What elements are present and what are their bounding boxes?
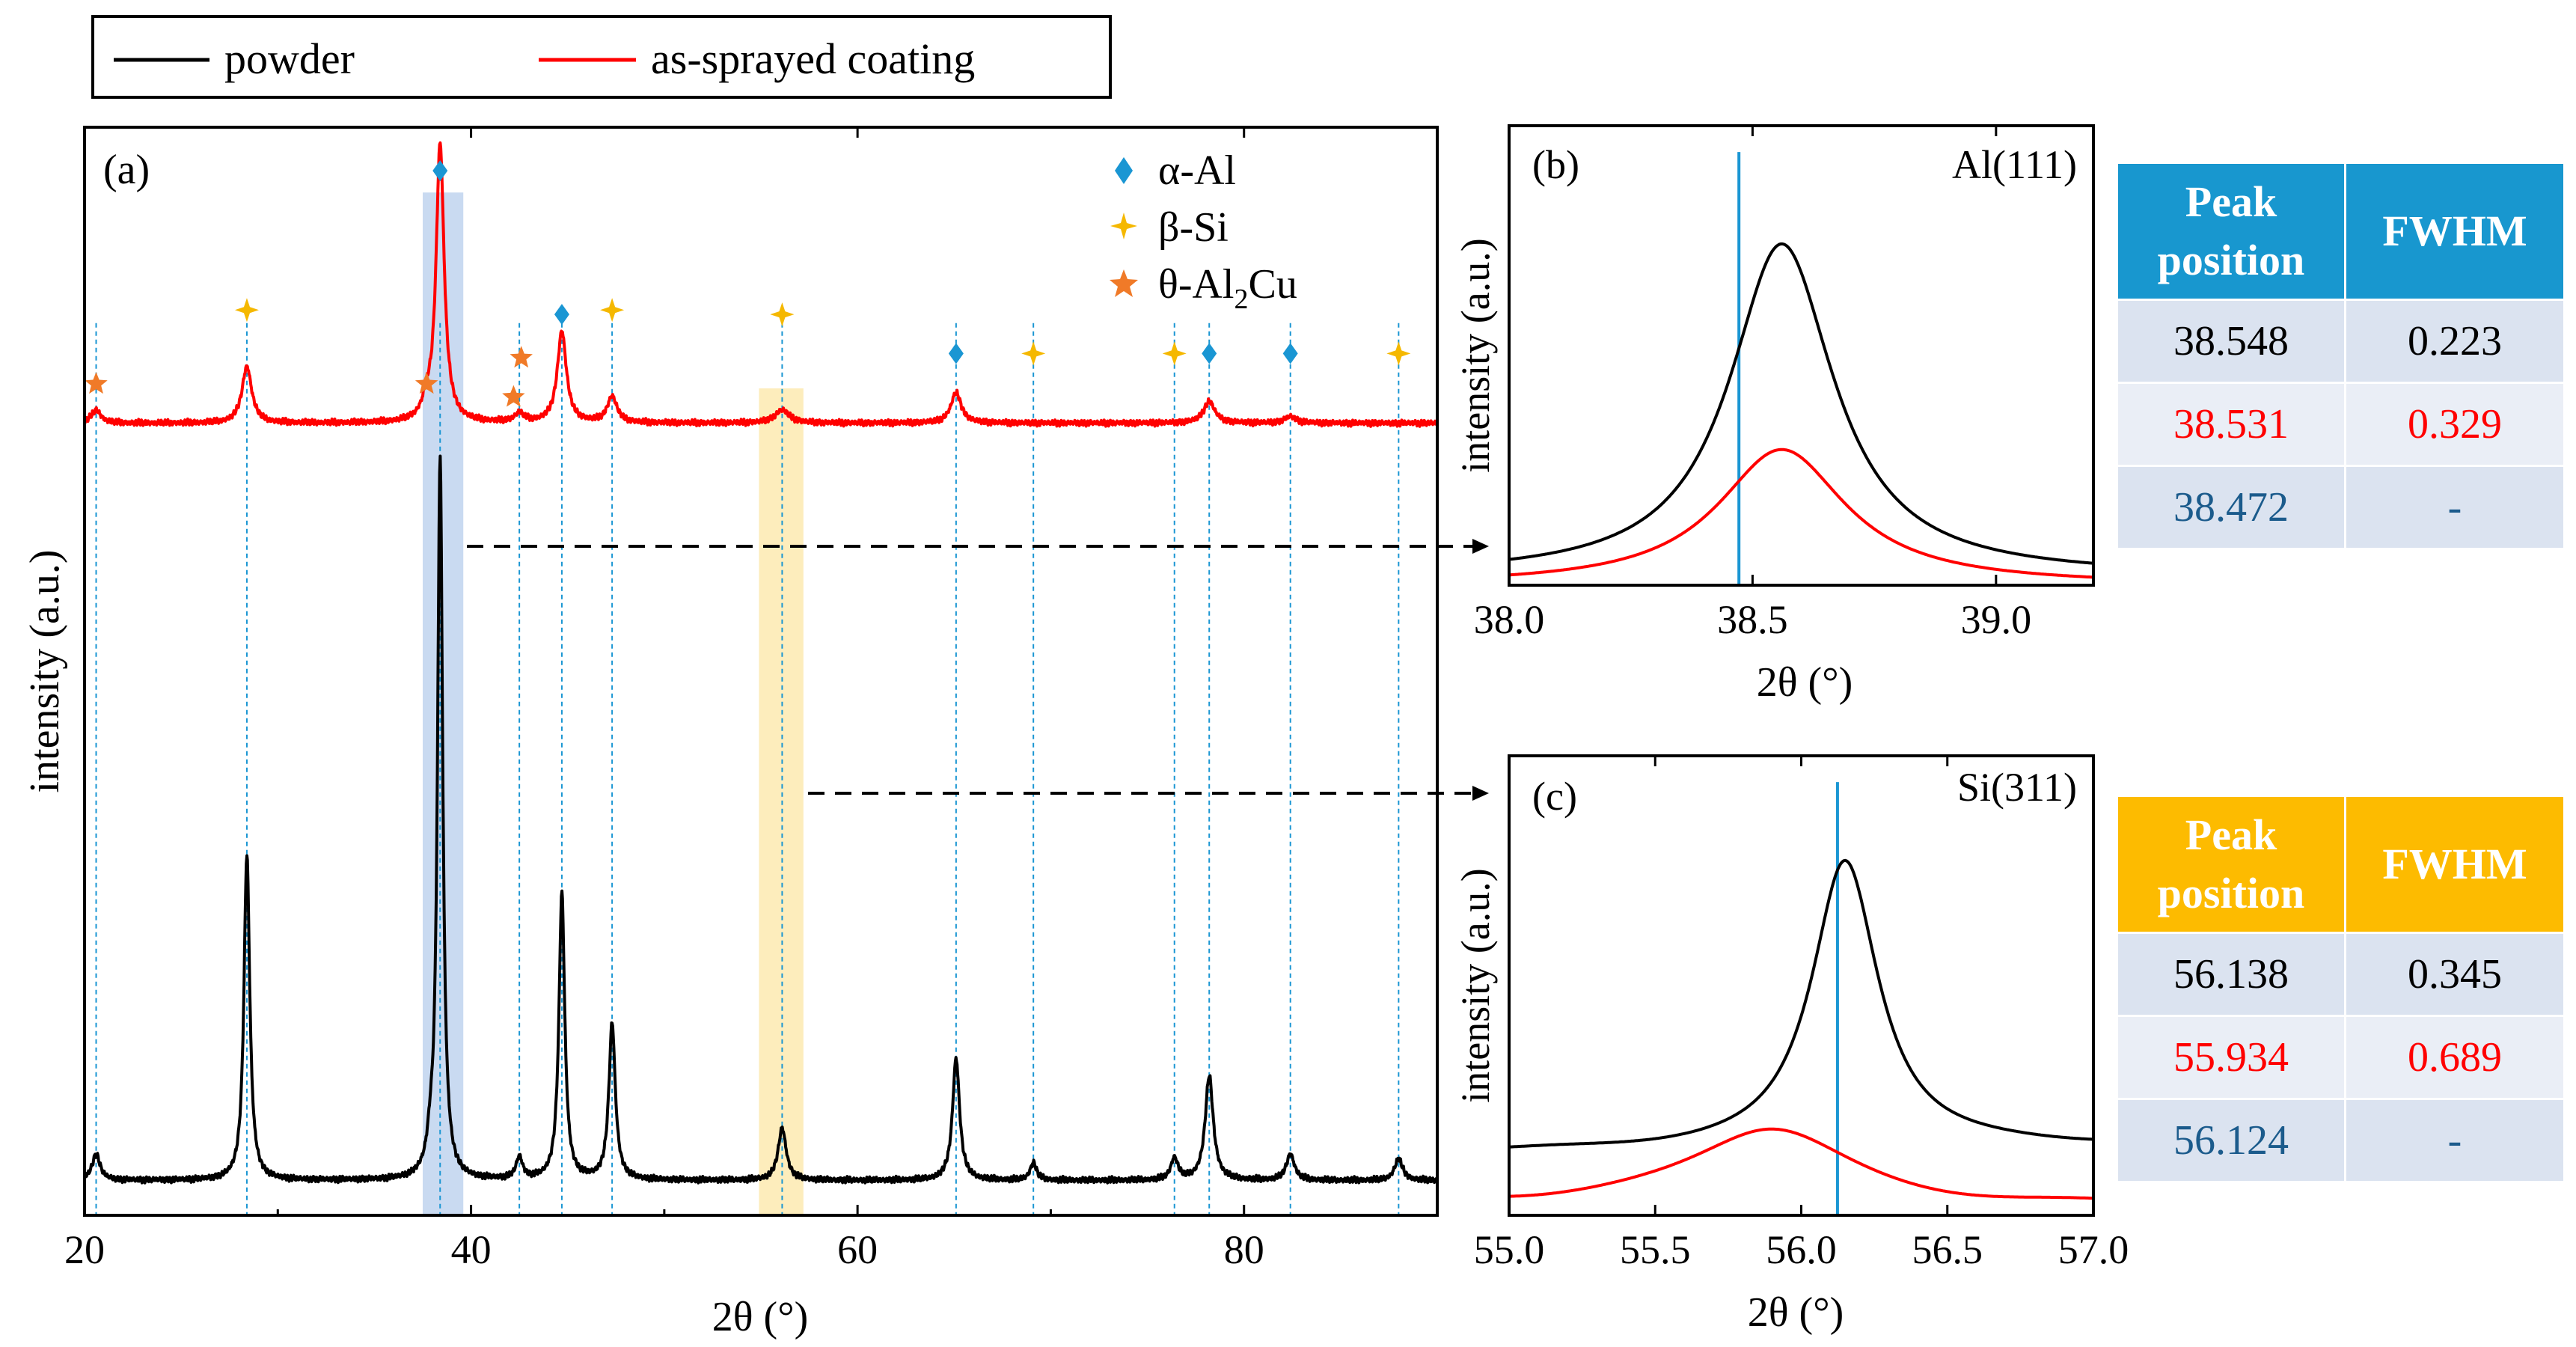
table-al111-header-peak: Peak position [2116, 162, 2346, 301]
panel-c-label: (c) [1532, 774, 1577, 819]
phase-marker-2 [948, 343, 964, 364]
phase-legend-label-si: β-Si [1158, 204, 1229, 251]
series-legend-frame [91, 15, 1112, 99]
panel-a: 20 40 60 80 (a) 2θ (°) intensity (a.u.) α-A… [22, 126, 1489, 1340]
panel-c-x-tick-label-4: 57.0 [2058, 1227, 2129, 1272]
phase-legend-al2cu-prefix: θ-Al [1158, 261, 1234, 308]
panel-a-frame [83, 126, 1439, 1217]
arrow-head-b [1472, 539, 1489, 554]
phase-marker-13 [502, 385, 525, 407]
phase-marker-6 [600, 298, 625, 323]
table-al111-cell-fwhm-reference: - [2344, 465, 2566, 550]
panel-b-x-tick-label-0: 38.0 [1474, 597, 1545, 642]
panel-b-y-axis-label: intensity (a.u.) [1453, 238, 1498, 472]
phase-marker-0 [432, 160, 448, 182]
table-al111: Peak position FWHM 38.548 0.223 38.531 0.… [2116, 162, 2566, 550]
table-si311-header-peak-line1: Peak [2185, 810, 2277, 859]
panel-a-x-tick-label-3: 80 [1224, 1227, 1264, 1272]
table-al111-cell-peak-coating: 38.531 [2116, 382, 2346, 467]
panel-c-series-powder-line [1509, 858, 2093, 1149]
panel-a-y-axis-label: intensity (a.u.) [22, 549, 68, 792]
phase-marker-1 [554, 304, 569, 326]
panel-b-x-tick-label-1: 38.5 [1717, 597, 1788, 642]
panel-b: 38.0 38.5 39.0 (b) Al(111) 2θ (°) intensit… [1453, 124, 2095, 706]
panel-c-peak-label: Si(311) [1957, 765, 2077, 810]
highlight-band-1 [759, 388, 804, 1215]
phase-legend-label-al2cu: θ-Al2Cu [1158, 261, 1297, 315]
panel-b-series-powder-line [1509, 242, 2093, 565]
phase-marker-11 [85, 372, 108, 394]
arrow-head-c [1472, 786, 1489, 801]
table-row: 38.472 - [2116, 465, 2566, 550]
panel-b-series-coating-line [1509, 448, 2093, 579]
series-powder-line [85, 454, 1437, 1185]
panel-c-x-tick-label-2: 56.0 [1766, 1227, 1837, 1272]
table-row: 55.934 0.689 [2116, 1015, 2566, 1100]
panel-c: 55.0 55.5 56.0 56.5 57.0 (c) Si(311) 2θ (°) … [1453, 754, 2129, 1336]
table-si311-header: Peak position FWHM [2116, 795, 2566, 934]
phase-legend-icon-al2cu [1110, 269, 1138, 297]
table-al111-cell-peak-powder: 38.548 [2116, 299, 2346, 384]
table-row: 38.531 0.329 [2116, 382, 2566, 467]
phase-marker-9 [1162, 341, 1187, 366]
table-si311: Peak position FWHM 56.138 0.345 55.934 0.… [2116, 795, 2566, 1183]
table-al111-header-peak-line2: position [2157, 236, 2305, 284]
panel-b-peak-label: Al(111) [1952, 142, 2077, 187]
table-si311-cell-fwhm-coating: 0.689 [2344, 1015, 2566, 1100]
table-al111-cell-fwhm-coating: 0.329 [2344, 382, 2566, 467]
phase-legend-icon-al [1115, 157, 1133, 184]
phase-marker-10 [1386, 341, 1411, 366]
phase-marker-5 [234, 298, 259, 323]
panel-c-frame [1508, 754, 2095, 1217]
panel-a-x-tick-label-0: 20 [64, 1227, 105, 1272]
table-si311-cell-peak-reference: 56.124 [2116, 1098, 2346, 1183]
table-row: 56.138 0.345 [2116, 932, 2566, 1017]
phase-marker-8 [1021, 341, 1046, 366]
phase-marker-7 [770, 302, 795, 327]
series-coating-line [85, 141, 1437, 428]
table-si311-cell-fwhm-powder: 0.345 [2344, 932, 2566, 1017]
phase-marker-3 [1202, 343, 1217, 364]
series-legend: powder as-sprayed coating [91, 15, 1112, 99]
panel-c-x-tick-label-3: 56.5 [1912, 1227, 1983, 1272]
table-row: 38.548 0.223 [2116, 299, 2566, 384]
panel-b-x-tick-label-2: 39.0 [1961, 597, 2032, 642]
panel-c-x-tick-label-0: 55.0 [1474, 1227, 1545, 1272]
panel-a-x-tick-label-2: 60 [837, 1227, 878, 1272]
panel-b-frame [1508, 124, 2095, 587]
panel-b-label: (b) [1532, 142, 1579, 187]
phase-marker-14 [510, 346, 533, 368]
table-si311-cell-fwhm-reference: - [2344, 1098, 2566, 1183]
phase-marker-4 [1282, 343, 1298, 364]
table-si311-cell-peak-powder: 56.138 [2116, 932, 2346, 1017]
phase-legend-al2cu-suffix: Cu [1248, 261, 1297, 308]
table-si311-header-peak: Peak position [2116, 795, 2346, 934]
phase-marker-12 [414, 372, 438, 394]
table-al111-header-fwhm: FWHM [2344, 162, 2566, 301]
panel-c-y-axis-label: intensity (a.u.) [1453, 868, 1498, 1102]
panel-a-x-axis-label: 2θ (°) [712, 1294, 809, 1340]
table-al111-header-peak-line1: Peak [2185, 177, 2277, 226]
phase-legend-icon-si [1110, 213, 1137, 239]
panel-c-x-tick-label-1: 55.5 [1620, 1227, 1691, 1272]
table-al111-cell-peak-reference: 38.472 [2116, 465, 2346, 550]
panel-a-label: (a) [103, 147, 150, 193]
table-si311-cell-peak-coating: 55.934 [2116, 1015, 2346, 1100]
panel-c-x-axis-label: 2θ (°) [1748, 1289, 1844, 1336]
panel-b-x-axis-label: 2θ (°) [1757, 659, 1853, 706]
panel-a-x-tick-label-1: 40 [451, 1227, 492, 1272]
table-si311-header-peak-line2: position [2157, 869, 2305, 917]
panel-c-series-coating-line [1509, 1127, 2093, 1200]
legend-label-powder: powder [224, 34, 355, 83]
phase-legend-label-al: α-Al [1158, 147, 1236, 194]
table-al111-cell-fwhm-powder: 0.223 [2344, 299, 2566, 384]
phase-legend-al2cu-subscript: 2 [1234, 284, 1248, 315]
table-row: 56.124 - [2116, 1098, 2566, 1183]
table-si311-header-fwhm: FWHM [2344, 795, 2566, 934]
table-al111-header: Peak position FWHM [2116, 162, 2566, 301]
phase-legend: α-Al β-Si θ-Al2Cu [1110, 147, 1297, 315]
legend-label-coating: as-sprayed coating [651, 34, 975, 83]
